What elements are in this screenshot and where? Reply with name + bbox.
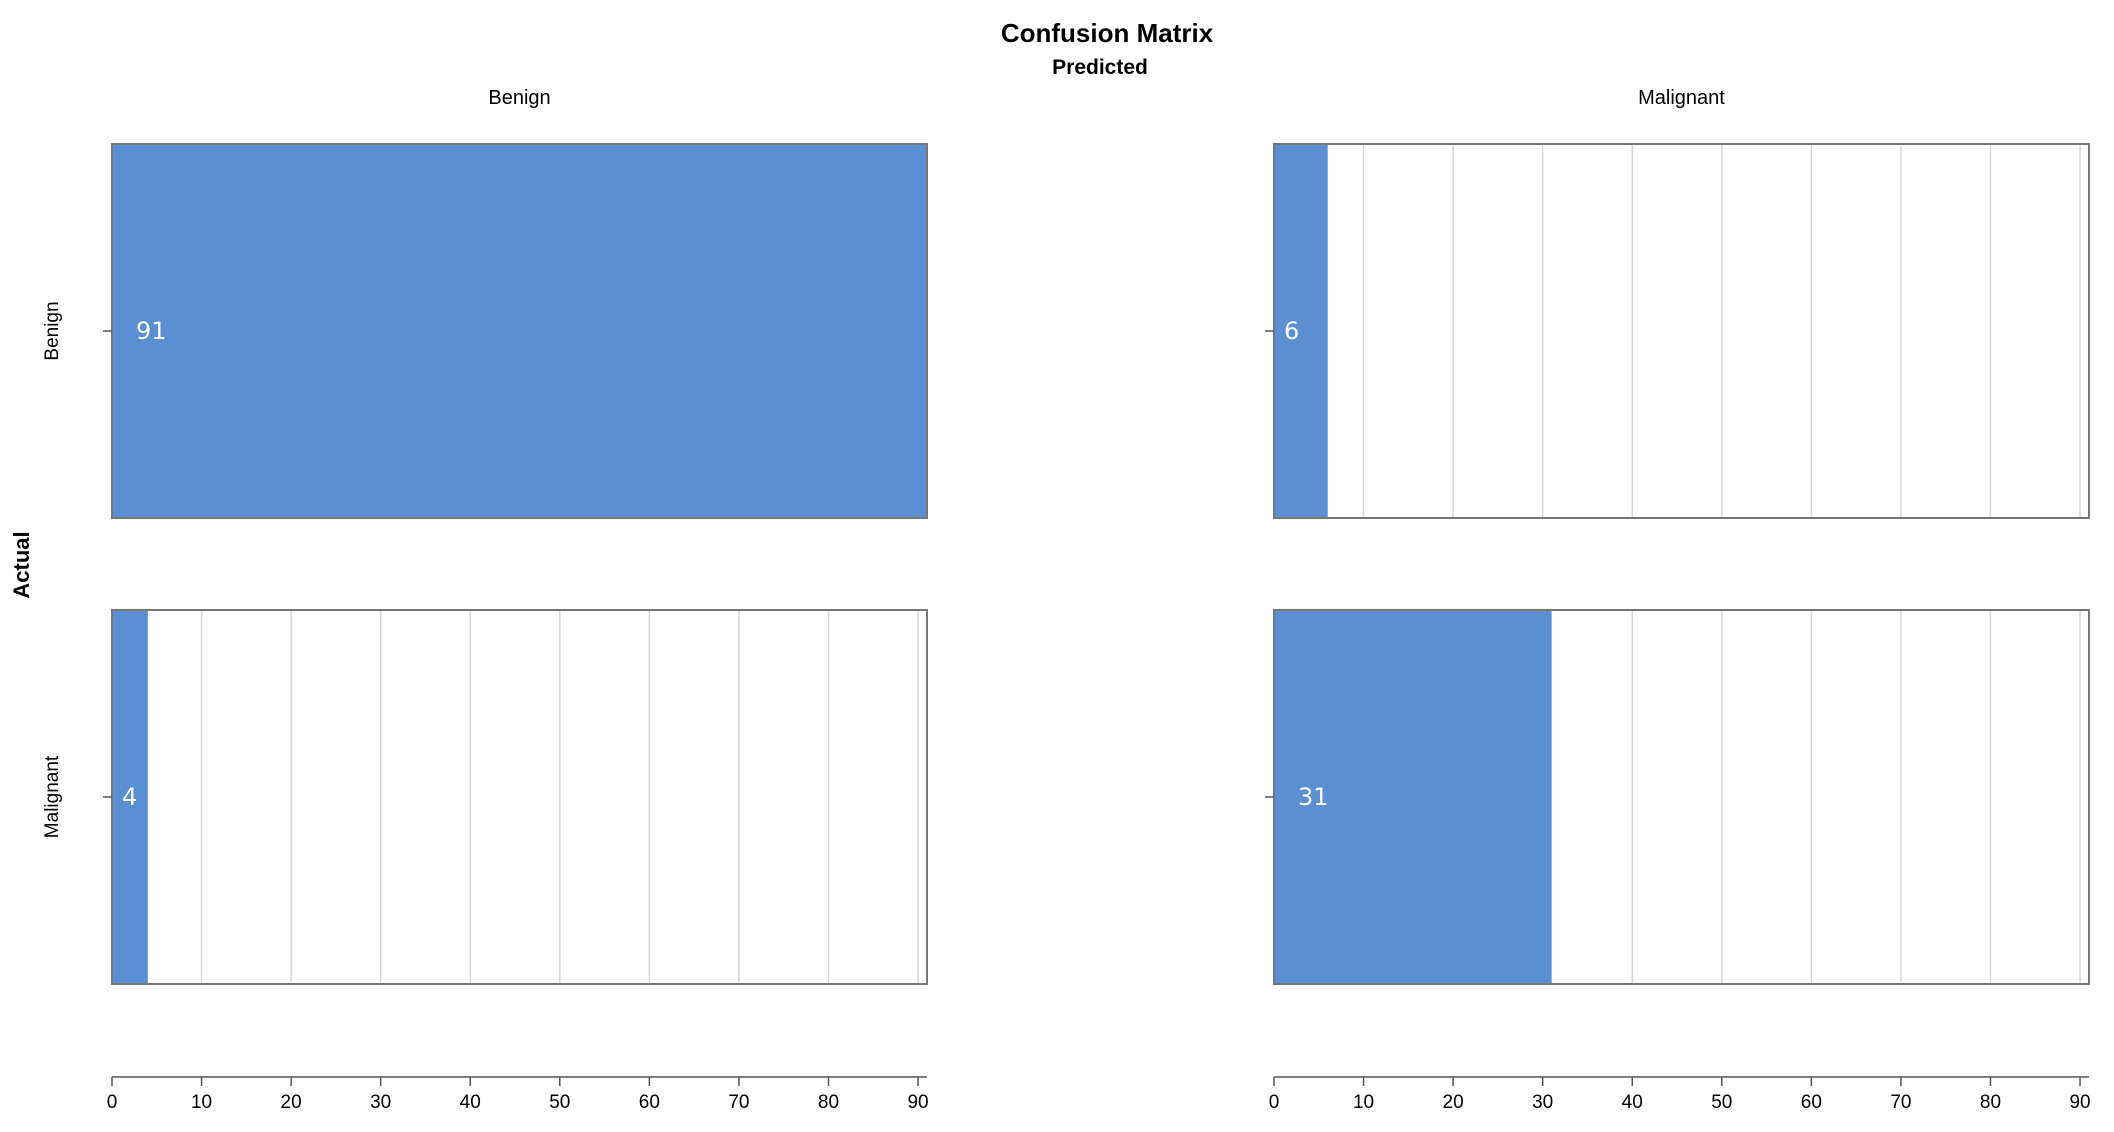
x-tick-label-benign-40: 40 [460,1092,481,1113]
value-label-benign-malignant: 6 [1284,317,1299,345]
x-tick-label-benign-90: 90 [907,1092,928,1113]
x-tick-label-benign-60: 60 [639,1092,660,1113]
y-axis-title: Actual [9,531,34,598]
column-label-benign: Benign [488,87,550,109]
x-tick-label-benign-10: 10 [191,1092,212,1113]
x-tick-label-benign-70: 70 [728,1092,749,1113]
x-tick-label-malignant-0: 0 [1269,1092,1280,1113]
x-tick-label-malignant-40: 40 [1622,1092,1643,1113]
x-tick-label-benign-20: 20 [281,1092,302,1113]
x-tick-label-malignant-90: 90 [2069,1092,2090,1113]
value-label-malignant-malignant: 31 [1298,783,1329,811]
panel-frame-malignant-benign [111,609,928,985]
x-tick-label-malignant-80: 80 [1980,1092,2001,1113]
chart-title: Confusion Matrix [1001,18,1214,48]
x-axis-title: Predicted [1052,56,1148,79]
x-tick-label-benign-80: 80 [818,1092,839,1113]
panels-group: Benign Malignant Benign Malignant 91 6 4 31 0 10 2… [42,87,2091,1113]
bar-benign-benign [112,144,927,518]
bar-malignant-benign [112,610,148,984]
x-tick-label-malignant-50: 50 [1711,1092,1732,1113]
x-tick-label-malignant-20: 20 [1443,1092,1464,1113]
x-tick-label-malignant-60: 60 [1801,1092,1822,1113]
x-tick-label-malignant-30: 30 [1532,1092,1553,1113]
x-tick-label-benign-30: 30 [370,1092,391,1113]
column-label-malignant: Malignant [1638,87,1725,109]
x-tick-label-benign-0: 0 [107,1092,118,1113]
x-tick-label-malignant-70: 70 [1890,1092,1911,1113]
x-tick-label-malignant-10: 10 [1353,1092,1374,1113]
row-label-benign: Benign [42,301,63,360]
bar-benign-malignant [1274,144,1328,518]
panel-frame-benign-malignant [1273,143,2090,519]
bar-malignant-malignant [1274,610,1552,984]
x-tick-label-benign-50: 50 [549,1092,570,1113]
row-label-malignant: Malignant [42,755,63,838]
value-label-benign-benign: 91 [136,317,167,345]
value-label-malignant-benign: 4 [122,783,137,811]
